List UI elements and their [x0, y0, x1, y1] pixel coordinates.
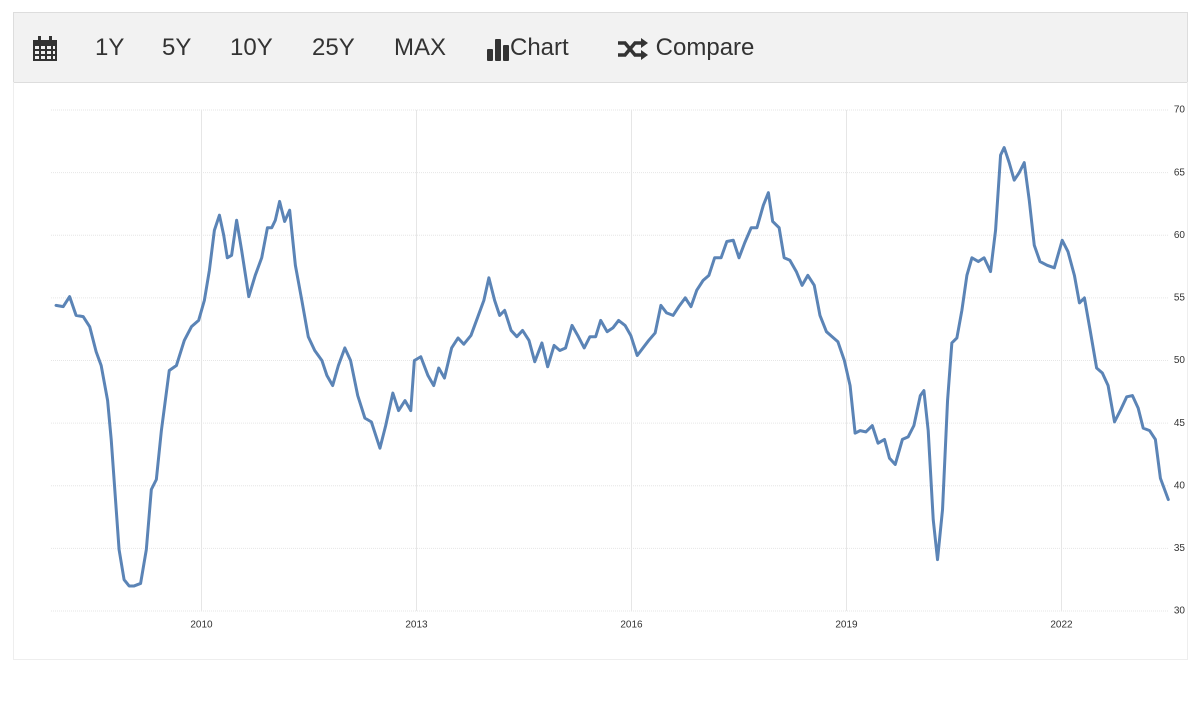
- calendar-icon: [33, 35, 57, 61]
- compare-label: Compare: [655, 34, 755, 61]
- y-tick-label: 55: [1174, 293, 1186, 304]
- chart-label: Chart: [510, 34, 569, 61]
- range-button[interactable]: 5Y: [162, 34, 192, 61]
- toolbar: 1Y 5Y 10Y 25Y MAX Chart Compare: [13, 12, 1188, 83]
- y-tick-label: 40: [1174, 480, 1186, 491]
- shuffle-icon: [618, 37, 648, 60]
- y-tick-label: 65: [1174, 167, 1186, 178]
- y-tick-label: 50: [1174, 355, 1186, 366]
- compare-button[interactable]: Compare: [617, 13, 754, 82]
- range-button[interactable]: MAX: [394, 34, 447, 61]
- chart: 30 35 40 45 50 55 60 65 70 2010 2013 2016 2019 2022: [51, 105, 1186, 631]
- y-tick-label: 70: [1174, 105, 1186, 116]
- range-button[interactable]: 10Y: [230, 34, 273, 61]
- bar-chart-icon: [487, 38, 509, 61]
- y-tick-label: 60: [1174, 230, 1186, 241]
- y-tick-label: 35: [1174, 543, 1186, 554]
- calendar-button[interactable]: [32, 13, 58, 82]
- chart-container: 30 35 40 45 50 55 60 65 70 2010 2013 2016 2019 2022: [13, 82, 1188, 660]
- y-tick-label: 30: [1174, 606, 1186, 617]
- data-line: [54, 146, 1170, 588]
- x-tick-label: 2010: [190, 620, 213, 631]
- y-tick-label: 45: [1174, 418, 1186, 429]
- range-button[interactable]: 1Y: [95, 34, 125, 61]
- x-tick-label: 2019: [835, 620, 858, 631]
- x-tick-label: 2013: [405, 620, 428, 631]
- x-tick-label: 2016: [620, 620, 643, 631]
- range-button[interactable]: 25Y: [312, 34, 355, 61]
- x-tick-label: 2022: [1050, 620, 1073, 631]
- chart-button[interactable]: Chart: [486, 13, 569, 82]
